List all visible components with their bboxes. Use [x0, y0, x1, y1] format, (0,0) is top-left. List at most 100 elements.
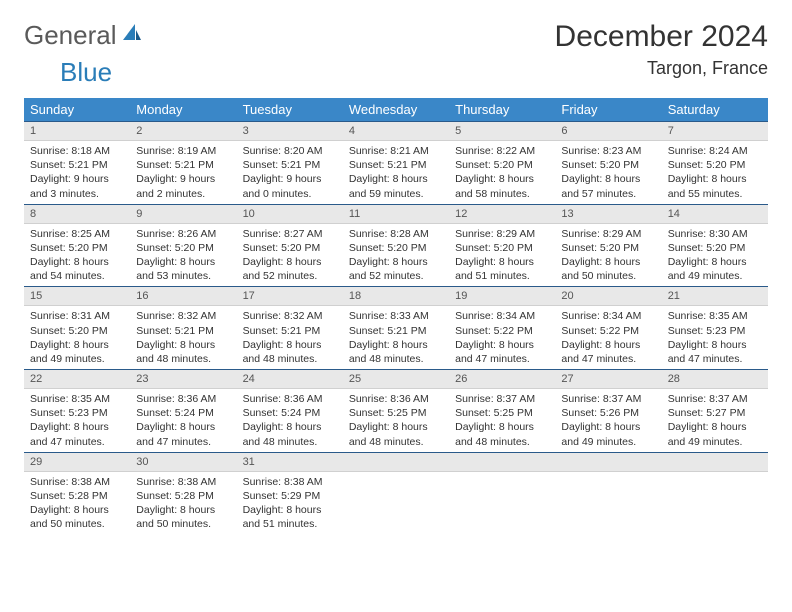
day-content: Sunrise: 8:35 AMSunset: 5:23 PMDaylight:… [662, 306, 768, 369]
day-number: . [662, 453, 768, 472]
day-number: 19 [449, 287, 555, 306]
day-number: 30 [130, 453, 236, 472]
calendar-cell: 25Sunrise: 8:36 AMSunset: 5:25 PMDayligh… [343, 370, 449, 453]
day-number: 25 [343, 370, 449, 389]
day-content: Sunrise: 8:18 AMSunset: 5:21 PMDaylight:… [24, 141, 130, 204]
calendar-cell: 31Sunrise: 8:38 AMSunset: 5:29 PMDayligh… [237, 452, 343, 534]
day-content: Sunrise: 8:32 AMSunset: 5:21 PMDaylight:… [130, 306, 236, 369]
day-number: 1 [24, 122, 130, 141]
day-number: 3 [237, 122, 343, 141]
day-number: 17 [237, 287, 343, 306]
day-number: . [555, 453, 661, 472]
day-content: Sunrise: 8:37 AMSunset: 5:26 PMDaylight:… [555, 389, 661, 452]
day-content: Sunrise: 8:30 AMSunset: 5:20 PMDaylight:… [662, 224, 768, 287]
calendar-cell: 15Sunrise: 8:31 AMSunset: 5:20 PMDayligh… [24, 287, 130, 370]
day-content: Sunrise: 8:25 AMSunset: 5:20 PMDaylight:… [24, 224, 130, 287]
day-content: Sunrise: 8:24 AMSunset: 5:20 PMDaylight:… [662, 141, 768, 204]
day-number: 27 [555, 370, 661, 389]
day-number: 26 [449, 370, 555, 389]
day-number: 29 [24, 453, 130, 472]
calendar-cell: . [343, 452, 449, 534]
day-content: Sunrise: 8:35 AMSunset: 5:23 PMDaylight:… [24, 389, 130, 452]
day-number: 9 [130, 205, 236, 224]
day-number: 15 [24, 287, 130, 306]
day-number: 8 [24, 205, 130, 224]
calendar-cell: . [555, 452, 661, 534]
day-number: 7 [662, 122, 768, 141]
day-content: Sunrise: 8:28 AMSunset: 5:20 PMDaylight:… [343, 224, 449, 287]
day-number: 5 [449, 122, 555, 141]
day-number: 11 [343, 205, 449, 224]
day-content: Sunrise: 8:37 AMSunset: 5:27 PMDaylight:… [662, 389, 768, 452]
day-content: Sunrise: 8:34 AMSunset: 5:22 PMDaylight:… [555, 306, 661, 369]
day-number: 28 [662, 370, 768, 389]
weekday-header: Monday [130, 98, 236, 122]
day-content: Sunrise: 8:26 AMSunset: 5:20 PMDaylight:… [130, 224, 236, 287]
calendar-cell: 11Sunrise: 8:28 AMSunset: 5:20 PMDayligh… [343, 204, 449, 287]
calendar-cell: 1Sunrise: 8:18 AMSunset: 5:21 PMDaylight… [24, 122, 130, 205]
calendar-row: 29Sunrise: 8:38 AMSunset: 5:28 PMDayligh… [24, 452, 768, 534]
logo-text-general: General [24, 20, 117, 51]
calendar-cell: 30Sunrise: 8:38 AMSunset: 5:28 PMDayligh… [130, 452, 236, 534]
calendar-body: 1Sunrise: 8:18 AMSunset: 5:21 PMDaylight… [24, 122, 768, 535]
calendar-cell: 5Sunrise: 8:22 AMSunset: 5:20 PMDaylight… [449, 122, 555, 205]
calendar-row: 22Sunrise: 8:35 AMSunset: 5:23 PMDayligh… [24, 370, 768, 453]
day-number: 31 [237, 453, 343, 472]
calendar-table: Sunday Monday Tuesday Wednesday Thursday… [24, 98, 768, 534]
month-title: December 2024 [555, 20, 768, 54]
calendar-cell: 18Sunrise: 8:33 AMSunset: 5:21 PMDayligh… [343, 287, 449, 370]
day-content: Sunrise: 8:23 AMSunset: 5:20 PMDaylight:… [555, 141, 661, 204]
day-content: Sunrise: 8:19 AMSunset: 5:21 PMDaylight:… [130, 141, 236, 204]
calendar-cell: 13Sunrise: 8:29 AMSunset: 5:20 PMDayligh… [555, 204, 661, 287]
calendar-cell: 20Sunrise: 8:34 AMSunset: 5:22 PMDayligh… [555, 287, 661, 370]
calendar-cell: 3Sunrise: 8:20 AMSunset: 5:21 PMDaylight… [237, 122, 343, 205]
calendar-cell: 28Sunrise: 8:37 AMSunset: 5:27 PMDayligh… [662, 370, 768, 453]
weekday-header: Sunday [24, 98, 130, 122]
calendar-cell: 27Sunrise: 8:37 AMSunset: 5:26 PMDayligh… [555, 370, 661, 453]
calendar-cell: 14Sunrise: 8:30 AMSunset: 5:20 PMDayligh… [662, 204, 768, 287]
day-number: 14 [662, 205, 768, 224]
calendar-cell: 9Sunrise: 8:26 AMSunset: 5:20 PMDaylight… [130, 204, 236, 287]
day-number: 2 [130, 122, 236, 141]
calendar-cell: 21Sunrise: 8:35 AMSunset: 5:23 PMDayligh… [662, 287, 768, 370]
weekday-header: Tuesday [237, 98, 343, 122]
day-number: 10 [237, 205, 343, 224]
calendar-cell: 22Sunrise: 8:35 AMSunset: 5:23 PMDayligh… [24, 370, 130, 453]
calendar-cell: 4Sunrise: 8:21 AMSunset: 5:21 PMDaylight… [343, 122, 449, 205]
calendar-cell: 19Sunrise: 8:34 AMSunset: 5:22 PMDayligh… [449, 287, 555, 370]
calendar-cell: . [662, 452, 768, 534]
day-number: 6 [555, 122, 661, 141]
day-content: Sunrise: 8:21 AMSunset: 5:21 PMDaylight:… [343, 141, 449, 204]
day-content: Sunrise: 8:33 AMSunset: 5:21 PMDaylight:… [343, 306, 449, 369]
calendar-cell: 17Sunrise: 8:32 AMSunset: 5:21 PMDayligh… [237, 287, 343, 370]
weekday-header: Thursday [449, 98, 555, 122]
day-content: Sunrise: 8:29 AMSunset: 5:20 PMDaylight:… [449, 224, 555, 287]
calendar-cell: 2Sunrise: 8:19 AMSunset: 5:21 PMDaylight… [130, 122, 236, 205]
day-number: 21 [662, 287, 768, 306]
calendar-cell: 12Sunrise: 8:29 AMSunset: 5:20 PMDayligh… [449, 204, 555, 287]
day-content: Sunrise: 8:36 AMSunset: 5:24 PMDaylight:… [130, 389, 236, 452]
day-number: 12 [449, 205, 555, 224]
day-content: Sunrise: 8:32 AMSunset: 5:21 PMDaylight:… [237, 306, 343, 369]
calendar-cell: . [449, 452, 555, 534]
calendar-cell: 24Sunrise: 8:36 AMSunset: 5:24 PMDayligh… [237, 370, 343, 453]
calendar-cell: 16Sunrise: 8:32 AMSunset: 5:21 PMDayligh… [130, 287, 236, 370]
day-content: Sunrise: 8:22 AMSunset: 5:20 PMDaylight:… [449, 141, 555, 204]
day-content: Sunrise: 8:29 AMSunset: 5:20 PMDaylight:… [555, 224, 661, 287]
day-number: 22 [24, 370, 130, 389]
day-number: 4 [343, 122, 449, 141]
day-number: 24 [237, 370, 343, 389]
calendar-cell: 23Sunrise: 8:36 AMSunset: 5:24 PMDayligh… [130, 370, 236, 453]
day-content: Sunrise: 8:37 AMSunset: 5:25 PMDaylight:… [449, 389, 555, 452]
day-content: Sunrise: 8:31 AMSunset: 5:20 PMDaylight:… [24, 306, 130, 369]
calendar-row: 8Sunrise: 8:25 AMSunset: 5:20 PMDaylight… [24, 204, 768, 287]
day-number: 20 [555, 287, 661, 306]
logo-sail-icon [121, 22, 143, 44]
day-content: Sunrise: 8:38 AMSunset: 5:28 PMDaylight:… [130, 472, 236, 535]
day-content: Sunrise: 8:38 AMSunset: 5:29 PMDaylight:… [237, 472, 343, 535]
day-content: Sunrise: 8:36 AMSunset: 5:25 PMDaylight:… [343, 389, 449, 452]
day-number: 13 [555, 205, 661, 224]
calendar-row: 1Sunrise: 8:18 AMSunset: 5:21 PMDaylight… [24, 122, 768, 205]
day-number: 23 [130, 370, 236, 389]
logo-text-blue: Blue [60, 57, 112, 87]
